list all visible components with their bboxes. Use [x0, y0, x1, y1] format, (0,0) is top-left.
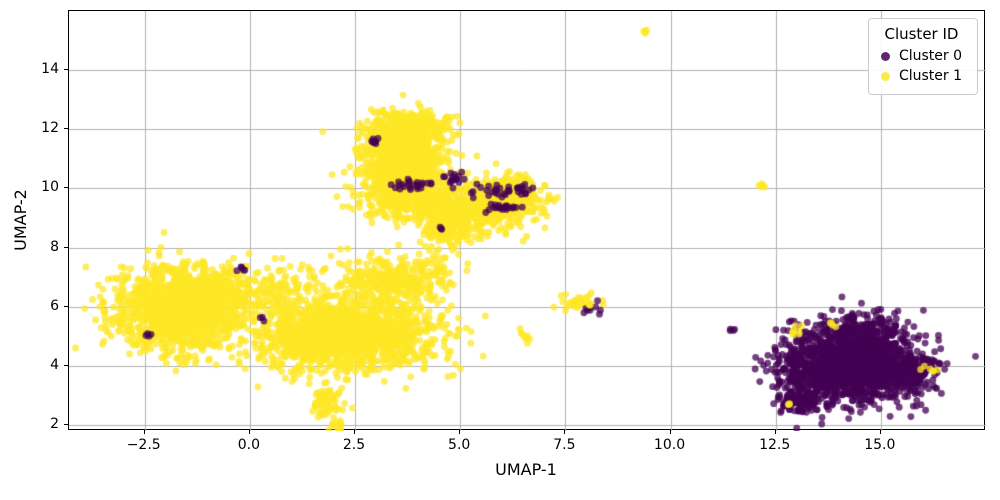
x-tick-label: 0.0 [237, 437, 261, 453]
x-tick-label: 10.0 [653, 437, 686, 453]
legend-item-label: Cluster 1 [898, 68, 962, 84]
x-axis-label: UMAP-1 [495, 460, 557, 479]
y-tick-label: 10 [41, 179, 59, 196]
legend-title: Cluster ID [884, 25, 959, 43]
legend: Cluster ID Cluster 0 Cluster 1 [867, 18, 978, 95]
scatter-points-canvas [69, 11, 986, 431]
plot-area: Cluster ID Cluster 0 Cluster 1 [68, 10, 986, 431]
x-tick-label: −2.5 [126, 437, 161, 453]
y-tick-mark [64, 187, 68, 189]
x-tick-mark [774, 430, 776, 434]
legend-marker-icon [880, 51, 890, 61]
x-tick-mark [669, 430, 671, 434]
y-tick-label: 4 [50, 356, 59, 373]
y-tick-mark [64, 128, 68, 130]
legend-item: Cluster 1 [878, 66, 965, 86]
x-tick-label: 15.0 [864, 437, 896, 453]
x-tick-mark [143, 430, 145, 434]
y-tick-label: 8 [50, 238, 59, 255]
x-tick-mark [564, 430, 566, 434]
x-tick-mark [248, 430, 250, 434]
x-tick-mark [354, 430, 356, 434]
y-tick-label: 14 [41, 61, 59, 78]
y-tick-mark [64, 364, 68, 366]
x-tick-label: 2.5 [342, 437, 366, 453]
y-tick-label: 6 [50, 297, 59, 314]
x-tick-label: 7.5 [553, 437, 576, 453]
legend-marker-icon [880, 71, 890, 81]
legend-items: Cluster 0 Cluster 1 [878, 46, 965, 86]
legend-item-label: Cluster 0 [898, 48, 962, 64]
y-tick-mark [64, 69, 68, 71]
y-tick-label: 2 [50, 416, 59, 433]
x-tick-label: 5.0 [448, 437, 471, 453]
y-axis-label: UMAP-2 [11, 189, 30, 251]
legend-item: Cluster 0 [878, 46, 965, 66]
x-tick-label: 12.5 [759, 437, 791, 453]
x-tick-mark [459, 430, 461, 434]
y-tick-mark [64, 305, 68, 307]
y-tick-label: 12 [41, 120, 59, 137]
y-tick-mark [64, 246, 68, 248]
y-tick-mark [64, 424, 68, 426]
x-tick-mark [879, 430, 881, 434]
